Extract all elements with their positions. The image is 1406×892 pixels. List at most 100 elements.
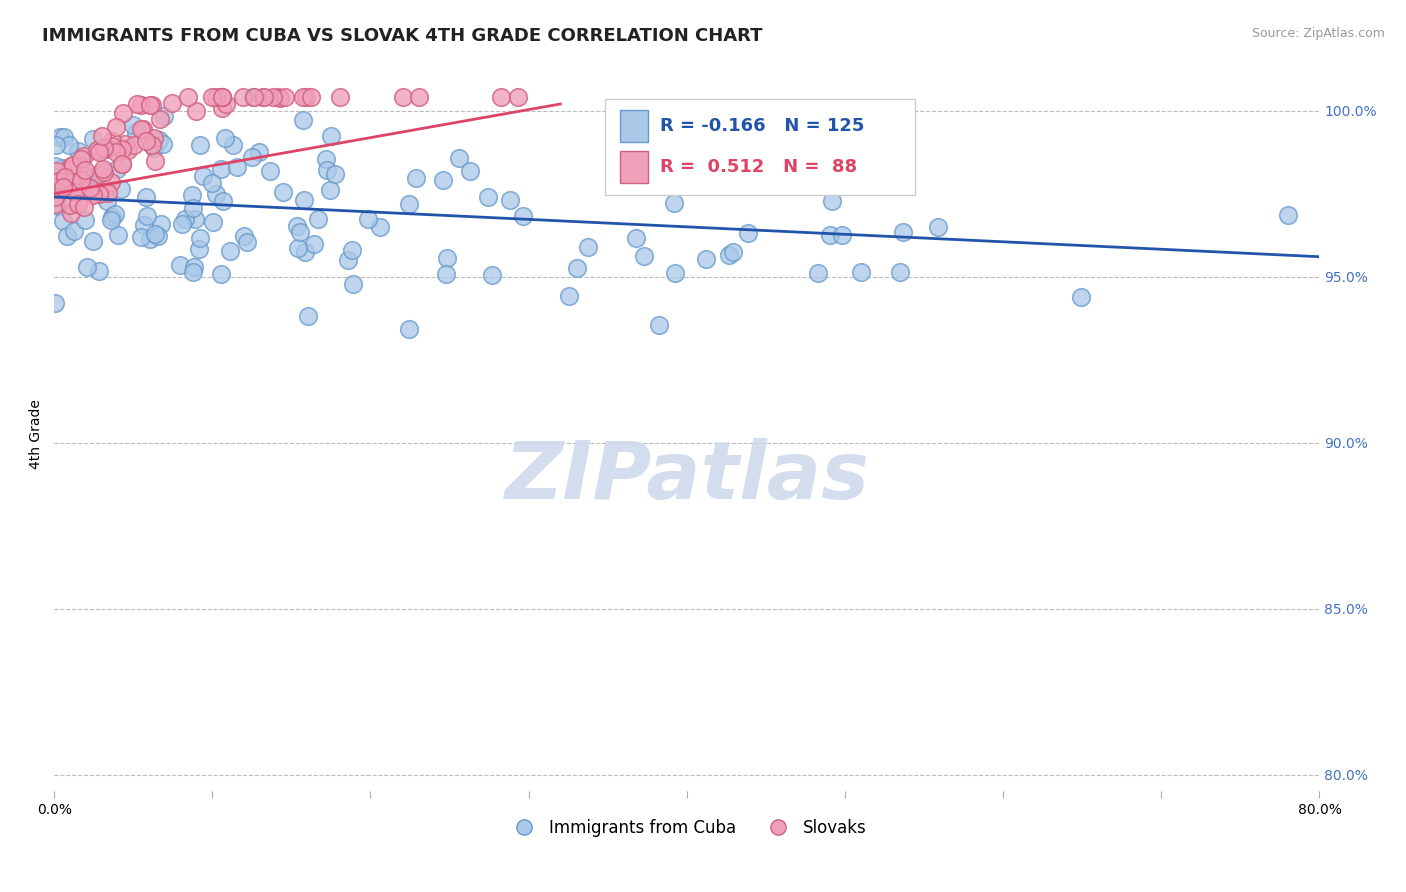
Point bbox=[648, 318, 671, 332]
Point bbox=[253, 90, 276, 104]
Point bbox=[183, 260, 205, 274]
Point bbox=[398, 196, 420, 211]
Point bbox=[820, 228, 842, 243]
Point bbox=[285, 219, 308, 233]
Point bbox=[291, 113, 314, 128]
Point bbox=[66, 144, 89, 158]
Point bbox=[211, 90, 233, 104]
Point bbox=[186, 103, 208, 118]
Point bbox=[287, 241, 309, 255]
Point bbox=[1277, 208, 1299, 222]
Point bbox=[211, 90, 233, 104]
Point bbox=[44, 190, 66, 204]
Point bbox=[146, 228, 169, 243]
Point bbox=[567, 260, 589, 275]
Point bbox=[181, 201, 204, 215]
Point bbox=[129, 122, 152, 136]
Point bbox=[1070, 290, 1092, 304]
Point bbox=[132, 122, 155, 136]
Point bbox=[143, 130, 166, 145]
Point bbox=[160, 95, 183, 110]
Point bbox=[125, 125, 148, 139]
Point bbox=[82, 234, 104, 248]
Point bbox=[201, 176, 224, 190]
Point bbox=[100, 138, 122, 153]
Point bbox=[152, 109, 174, 123]
Point bbox=[183, 211, 205, 226]
Point bbox=[294, 90, 316, 104]
Point bbox=[111, 157, 134, 171]
Point bbox=[86, 143, 108, 157]
Point bbox=[62, 224, 84, 238]
Text: R = -0.166   N = 125: R = -0.166 N = 125 bbox=[661, 117, 865, 135]
Point bbox=[408, 90, 430, 104]
Point bbox=[60, 174, 83, 188]
Point bbox=[104, 145, 127, 159]
Point bbox=[91, 162, 114, 177]
Point bbox=[477, 189, 499, 203]
Point bbox=[111, 105, 134, 120]
Point bbox=[111, 142, 134, 156]
Point bbox=[491, 90, 513, 104]
Point bbox=[259, 164, 281, 178]
Point bbox=[58, 138, 80, 153]
Point bbox=[117, 143, 139, 157]
Point bbox=[45, 138, 67, 153]
Point bbox=[831, 228, 853, 243]
Point bbox=[209, 267, 232, 281]
Point bbox=[297, 309, 319, 323]
Point bbox=[307, 212, 329, 227]
Point bbox=[449, 151, 471, 165]
FancyBboxPatch shape bbox=[620, 110, 648, 142]
Point bbox=[576, 240, 599, 254]
Point bbox=[294, 244, 316, 259]
Point bbox=[851, 265, 873, 279]
Point bbox=[55, 177, 77, 191]
Point bbox=[87, 168, 110, 182]
Point bbox=[170, 217, 193, 231]
Point bbox=[49, 129, 72, 144]
Point bbox=[135, 134, 157, 148]
Text: IMMIGRANTS FROM CUBA VS SLOVAK 4TH GRADE CORRELATION CHART: IMMIGRANTS FROM CUBA VS SLOVAK 4TH GRADE… bbox=[42, 27, 762, 45]
Point bbox=[141, 97, 163, 112]
Point bbox=[100, 175, 122, 189]
Point bbox=[145, 154, 167, 169]
Point bbox=[76, 169, 98, 184]
Point bbox=[63, 185, 86, 199]
Point bbox=[721, 244, 744, 259]
Point bbox=[122, 119, 145, 133]
Point bbox=[111, 156, 134, 170]
Point bbox=[89, 264, 111, 278]
Point bbox=[131, 230, 153, 244]
Point bbox=[434, 267, 457, 281]
Point bbox=[110, 182, 132, 196]
Point bbox=[329, 90, 352, 104]
Point bbox=[87, 187, 110, 202]
Point bbox=[209, 161, 232, 176]
Point bbox=[52, 180, 75, 194]
Point bbox=[269, 91, 291, 105]
Point bbox=[70, 173, 93, 187]
Point bbox=[506, 90, 529, 104]
Point bbox=[139, 232, 162, 246]
Point bbox=[191, 169, 214, 183]
Point bbox=[148, 132, 170, 146]
Point bbox=[52, 214, 75, 228]
Point bbox=[87, 145, 110, 159]
Point bbox=[267, 90, 290, 104]
Point bbox=[104, 207, 127, 221]
Point bbox=[432, 173, 454, 187]
Point bbox=[290, 225, 312, 239]
Point bbox=[58, 178, 80, 193]
Point bbox=[233, 229, 256, 244]
Point bbox=[294, 193, 316, 207]
Point bbox=[73, 200, 96, 214]
Point bbox=[152, 136, 174, 151]
Point bbox=[169, 258, 191, 272]
Point bbox=[252, 90, 274, 104]
Point bbox=[222, 137, 245, 152]
Point bbox=[51, 176, 73, 190]
Text: ZIPatlas: ZIPatlas bbox=[505, 438, 869, 516]
Point bbox=[299, 90, 322, 104]
Point bbox=[44, 159, 66, 173]
